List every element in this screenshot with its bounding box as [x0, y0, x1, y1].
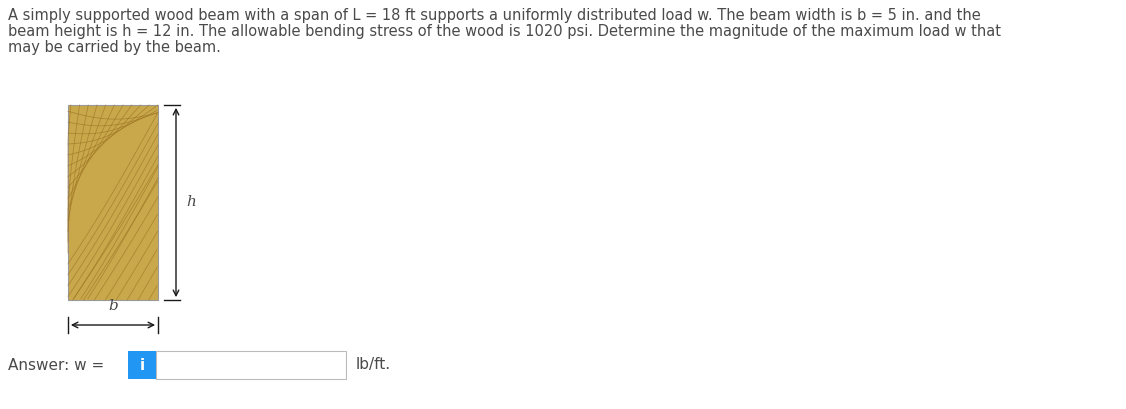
Bar — [157, 351, 346, 379]
Bar — [68, 105, 158, 300]
Text: lb/ft.: lb/ft. — [356, 357, 391, 373]
Text: Answer: w =: Answer: w = — [8, 357, 109, 373]
Text: beam height is h = 12 in. The allowable bending stress of the wood is 1020 psi. : beam height is h = 12 in. The allowable … — [8, 24, 1001, 39]
Text: i: i — [140, 357, 144, 373]
Text: b: b — [108, 299, 118, 313]
Text: h: h — [186, 196, 196, 209]
Text: may be carried by the beam.: may be carried by the beam. — [8, 40, 221, 55]
Bar — [128, 351, 157, 379]
Text: A simply supported wood beam with a span of L = 18 ft supports a uniformly distr: A simply supported wood beam with a span… — [8, 8, 981, 23]
